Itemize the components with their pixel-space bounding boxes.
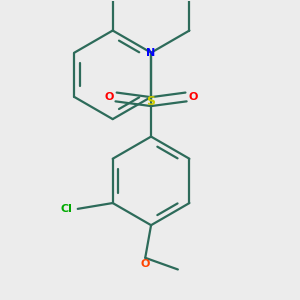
Text: O: O [188, 92, 198, 102]
Text: O: O [140, 259, 150, 269]
Text: Cl: Cl [60, 204, 72, 214]
Text: N: N [146, 48, 156, 58]
Text: O: O [104, 92, 114, 102]
Text: S: S [147, 95, 156, 108]
